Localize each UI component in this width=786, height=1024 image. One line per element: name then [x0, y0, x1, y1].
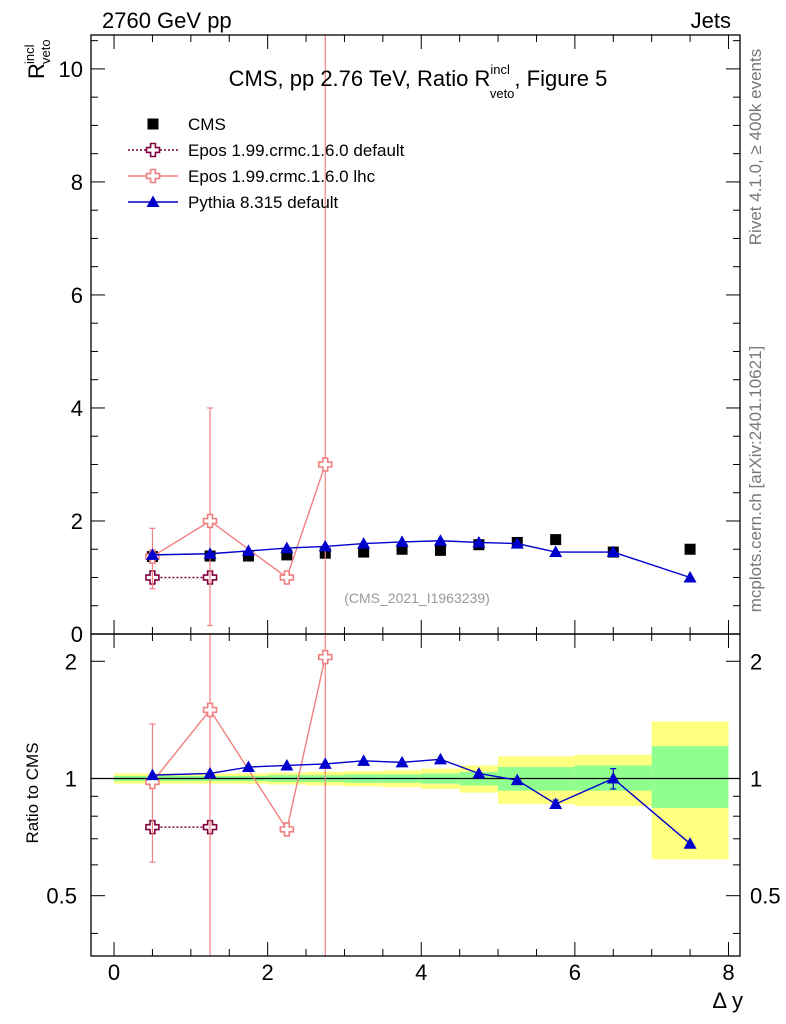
- p1-s2-point-5: [357, 754, 371, 766]
- upper-watermark: (CMS_2021_I1963239): [344, 590, 490, 606]
- legend-entry-1: Epos 1.99.crmc.1.6.0 default: [128, 141, 405, 160]
- upper-ytick-label-1: 2: [71, 509, 83, 534]
- p0-s3-point-11: [606, 545, 620, 558]
- legend: CMS Epos 1.99.crmc.1.6.0 default Epos 1.99…: [128, 115, 405, 212]
- legend-label-2: Epos 1.99.crmc.1.6.0 lhc: [188, 167, 376, 186]
- header-category-label: Jets: [691, 8, 731, 33]
- upper-ticks-layer: 0 2 4 6 8 10: [59, 35, 740, 647]
- p0-s3-point-5: [357, 537, 371, 549]
- lower-ytick-label-left-0: 0.5: [46, 884, 77, 909]
- xtick-label-3: 6: [569, 960, 581, 985]
- p1-s1-line: [151, 656, 326, 832]
- p0-s0-point-2: [242, 550, 254, 562]
- xtick-label-2: 4: [415, 960, 427, 985]
- p0-s3-point-12: [683, 570, 697, 583]
- chart-title-tail: , Figure 5: [514, 66, 607, 91]
- upper-ytick-label-3: 6: [71, 283, 83, 308]
- p1-s2-point-1: [203, 766, 217, 779]
- p0-s3-line: [152, 540, 691, 579]
- p1-s2-point-9: [510, 773, 524, 786]
- p1-s2-point-6: [395, 755, 409, 768]
- p0-s3-point-1: [203, 547, 217, 559]
- p0-s3-point-2: [241, 544, 255, 556]
- lower-ticks-layer: 0 2 4 6 8 0.5 0.5 1 1 2 2: [46, 634, 781, 985]
- legend-label-0: CMS: [188, 115, 226, 134]
- legend-marker-0: [147, 118, 159, 130]
- upper-y-label-main: R: [24, 63, 49, 79]
- rivet-version-label: Rivet 4.1.0, ≥ 400k events: [746, 49, 765, 245]
- p1-s1-point-3: [317, 649, 333, 665]
- p0-s3-point-10: [549, 545, 563, 558]
- chart-title: CMS, pp 2.76 TeV, Ratio Rincl veto, Figur…: [229, 62, 608, 101]
- p0-s2-point-3: [317, 457, 333, 472]
- p0-s2-point-2: [279, 570, 295, 585]
- p1-s2-point-2: [241, 760, 255, 773]
- p0-s3-point-4: [318, 539, 332, 552]
- p1-s2-point-8: [472, 766, 486, 779]
- chart-title-main: CMS, pp 2.76 TeV, Ratio R: [229, 66, 491, 91]
- legend-marker-1: [145, 142, 161, 158]
- p0-s3-point-6: [395, 535, 409, 547]
- lower-series-layer: [145, 634, 697, 956]
- lower-ytick-label-right-2: 2: [750, 649, 762, 674]
- xtick-label-1: 2: [262, 960, 274, 985]
- legend-marker-2: [145, 168, 161, 184]
- upper-ytick-label-5: 10: [59, 57, 83, 82]
- p0-s3-point-0: [145, 548, 159, 560]
- lower-ytick-label-left-1: 1: [65, 766, 77, 791]
- p1-s2-point-11: [606, 771, 620, 784]
- p1-s2-point-3: [280, 758, 294, 771]
- xtick-label-0: 0: [108, 960, 120, 985]
- p0-s0-point-5: [358, 546, 370, 558]
- x-axis-label: Δ y: [712, 988, 743, 1013]
- p1-s2-point-4: [318, 757, 332, 769]
- lower-bands-layer: [114, 721, 729, 860]
- mcplots-label: mcplots.cern.ch [arXiv:2401.10621]: [746, 346, 765, 612]
- p0-s3-point-7: [433, 534, 447, 546]
- p0-s0-point-7: [434, 544, 446, 556]
- lower-ytick-label-left-2: 2: [65, 649, 77, 674]
- upper-y-label-sub: veto: [38, 39, 53, 64]
- legend-entry-2: Epos 1.99.crmc.1.6.0 lhc: [128, 167, 376, 186]
- lower-ytick-label-right-1: 1: [750, 766, 762, 791]
- p1-s2-point-12: [683, 837, 697, 849]
- p1-s2-point-7: [433, 752, 447, 765]
- p1-s1-point-1: [202, 702, 218, 718]
- p0-s2-point-1: [202, 513, 218, 529]
- p0-s0-point-6: [396, 543, 408, 555]
- p0-s2-line: [152, 464, 326, 579]
- p0-s3-point-8: [472, 535, 486, 548]
- lower-panel: 0 2 4 6 8 0.5 0.5 1 1 2 2 Ratio to CMS Δ y: [23, 633, 781, 1013]
- legend-entry-0: CMS: [147, 115, 226, 134]
- legend-label-3: Pythia 8.315 default: [188, 193, 339, 212]
- lower-panel-frame: [90, 633, 741, 957]
- upper-y-label-sup: incl: [22, 44, 37, 64]
- upper-ytick-label-0: 0: [71, 622, 83, 647]
- upper-series-layer: [145, 35, 697, 634]
- lower-ytick-label-right-0: 0.5: [750, 884, 781, 909]
- chart-title-sup: incl: [490, 62, 510, 77]
- legend-label-1: Epos 1.99.crmc.1.6.0 default: [188, 141, 405, 160]
- upper-y-label: R incl veto: [22, 39, 53, 79]
- chart-title-sub: veto: [490, 86, 515, 101]
- upper-ytick-label-4: 8: [71, 170, 83, 195]
- upper-ytick-label-2: 4: [71, 396, 83, 421]
- p0-s0-point-12: [684, 543, 696, 555]
- header-energy-label: 2760 GeV pp: [102, 8, 232, 33]
- lower-y-label: Ratio to CMS: [23, 742, 42, 843]
- xtick-label-4: 8: [722, 960, 734, 985]
- p0-s3-point-9: [510, 537, 524, 549]
- p1-s1-point-2: [279, 822, 295, 837]
- legend-entry-3: Pythia 8.315 default: [128, 193, 339, 212]
- p1-s2-point-0: [145, 768, 159, 781]
- legend-marker-3: [146, 195, 160, 207]
- band-green-12: [651, 746, 729, 808]
- p0-s0-point-3: [281, 549, 293, 561]
- p0-s3-point-3: [280, 541, 294, 554]
- upper-panel: 0 2 4 6 8 10 (CMS_2021_I1963239) CMS, pp 2.76…: [22, 34, 741, 647]
- p0-s0-point-10: [550, 534, 562, 546]
- p1-s2-point-10: [549, 797, 563, 809]
